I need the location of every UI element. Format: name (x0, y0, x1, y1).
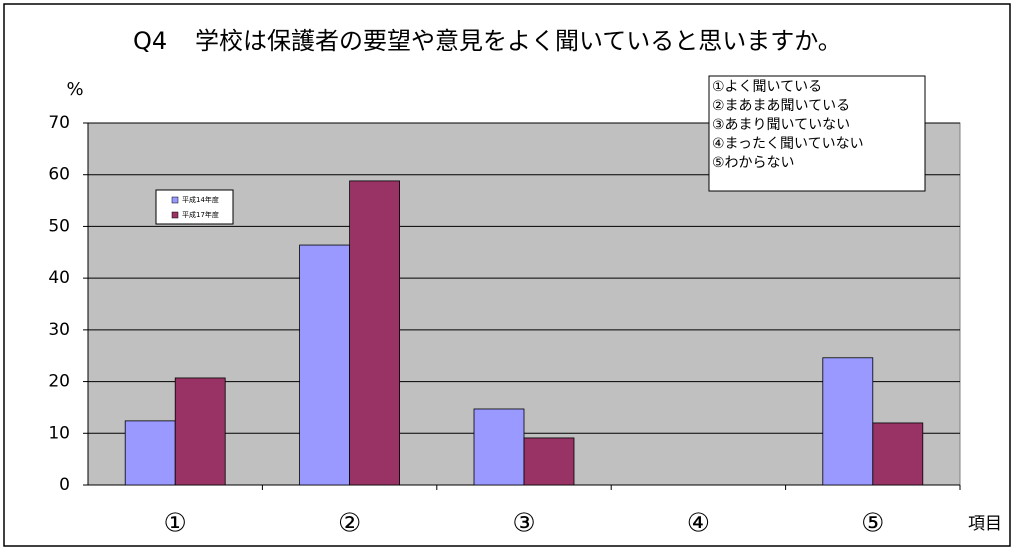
y-tick-label: 0 (59, 475, 70, 495)
x-tick-label: ⑤ (861, 509, 884, 539)
notes-box (708, 75, 926, 192)
note: ⑤わからない (712, 155, 795, 171)
legend-swatch (171, 211, 179, 219)
title-label: Q4 (133, 27, 168, 55)
bar (822, 357, 874, 486)
legend-label: 平成17年度 (182, 210, 219, 219)
x-tick-label: ③ (512, 509, 535, 539)
y-tick-label: 50 (48, 216, 70, 236)
bar (174, 377, 226, 486)
x-tick-label: ④ (687, 509, 710, 539)
bar (872, 422, 924, 486)
bar (523, 437, 575, 486)
chart-title: 学校は保護者の要望や意見をよく聞いていると思いますか。 (195, 27, 842, 55)
y-tick-label: 30 (48, 320, 70, 340)
y-tick-label: 20 (48, 372, 70, 392)
legend-label: 平成14年度 (182, 195, 219, 204)
bar (349, 180, 401, 486)
x-axis-label: 項目 (968, 514, 1002, 534)
bar (473, 408, 525, 486)
bar (299, 244, 351, 486)
y-tick-label: 60 (48, 165, 70, 185)
note: ③あまり聞いていない (712, 117, 850, 133)
y-tick-label: 10 (48, 423, 70, 443)
y-tick-label: 70 (48, 113, 70, 133)
note: ④まったく聞いていない (712, 136, 864, 152)
legend-box (155, 189, 234, 225)
bar (124, 420, 176, 486)
note: ②まあまあ聞いている (712, 98, 850, 114)
x-tick-label: ① (164, 509, 187, 539)
y-axis-label: % (66, 79, 83, 100)
legend-swatch (171, 196, 179, 204)
x-tick-label: ② (338, 509, 361, 539)
y-tick-label: 40 (48, 268, 70, 288)
note: ①よく聞いている (712, 79, 822, 95)
